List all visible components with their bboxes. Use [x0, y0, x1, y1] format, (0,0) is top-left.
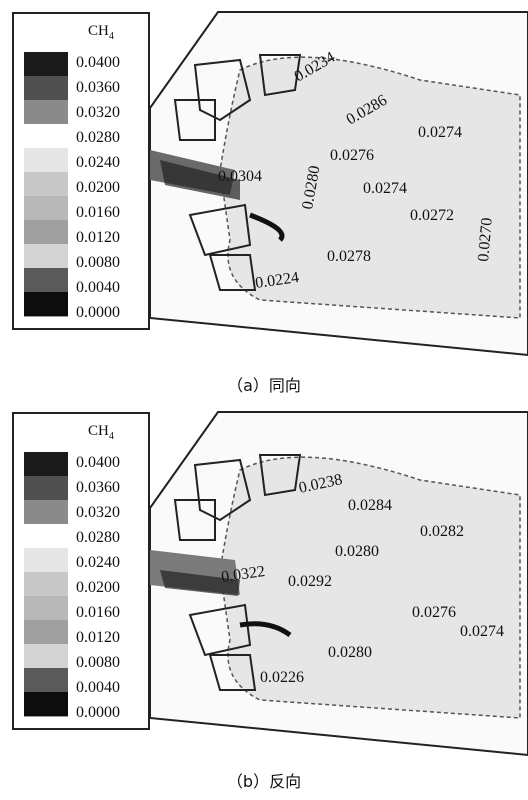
nozzle-top: [258, 454, 302, 497]
nozzle-mid: [173, 99, 216, 141]
legend-tick: 0.0120: [76, 629, 120, 646]
legend-swatch: [24, 572, 68, 597]
legend-tick: 0.0080: [76, 254, 120, 271]
legend-tick: 0.0040: [76, 279, 120, 296]
legend-tick: 0.0160: [76, 204, 120, 221]
legend-swatch: [24, 100, 68, 125]
contour-label: 0.0322: [220, 563, 266, 586]
contour-label: 0.0276: [412, 604, 456, 621]
legend-tick: 0.0280: [76, 529, 120, 546]
legend-tick: 0.0000: [76, 704, 120, 721]
legend-swatch: [24, 500, 68, 525]
legend-tick: 0.0320: [76, 104, 120, 121]
legend-tick: 0.0400: [76, 54, 120, 71]
legend-tick: 0.0280: [76, 129, 120, 146]
contour-field-a: 0.0234 0.0286 0.0274 0.0280 0.0276 0.030…: [149, 11, 528, 357]
contour-label: 0.0270: [475, 217, 496, 262]
legend-swatch: [24, 148, 68, 173]
contour-label: 0.0224: [254, 269, 300, 292]
contour-field-b: 0.0238 0.0284 0.0282 0.0280 0.0322 0.029…: [149, 411, 528, 757]
legend-tick: 0.0000: [76, 304, 120, 321]
legend-swatch: [24, 620, 68, 645]
legend-swatch: [24, 244, 68, 269]
legend-swatch: [24, 644, 68, 669]
legend-swatch: [24, 76, 68, 101]
legend-swatch: [24, 548, 68, 573]
legend-swatch: [24, 220, 68, 245]
legend-tick: 0.0160: [76, 604, 120, 621]
contour-label: 0.0276: [330, 147, 374, 164]
legend-tick: 0.0200: [76, 579, 120, 596]
contour-label: 0.0292: [288, 573, 332, 590]
legend-swatch: [24, 172, 68, 197]
legend: CH4 0.0400 0.0360 0.0320 0.0280 0.0240 0…: [12, 412, 150, 730]
legend-swatch: [24, 268, 68, 293]
legend-swatch: [24, 196, 68, 221]
contour-label: 0.0278: [327, 248, 371, 265]
contour-label: 0.0272: [410, 207, 454, 224]
legend-tick: 0.0240: [76, 554, 120, 571]
legend-tick: 0.0320: [76, 504, 120, 521]
jet-core: [160, 160, 240, 200]
panel-caption: （b）反向: [226, 772, 302, 791]
shear-band: [249, 212, 285, 242]
jet-core: [160, 570, 240, 596]
legend-tick: 0.0240: [76, 154, 120, 171]
nozzle-bottom: [208, 254, 257, 291]
contour-label: 0.0274: [460, 623, 504, 640]
contour-label: 0.0282: [420, 523, 464, 540]
contour-label: 0.0226: [260, 669, 304, 686]
nozzle-upper: [193, 58, 252, 122]
contour-label: 0.0274: [418, 124, 462, 141]
nozzle-bottom: [208, 654, 257, 691]
shear-band: [239, 621, 292, 638]
nozzle-mid: [173, 499, 216, 541]
nozzle-top: [258, 54, 302, 97]
legend-swatch: [24, 524, 68, 549]
legend-tick: 0.0080: [76, 654, 120, 671]
panel-a: 0.0234 0.0286 0.0274 0.0280 0.0276 0.030…: [0, 0, 528, 395]
legend-swatch: [24, 452, 68, 477]
legend-swatch: [24, 292, 68, 317]
legend-swatch: [24, 692, 68, 717]
legend-tick: 0.0120: [76, 229, 120, 246]
legend-tick: 0.0360: [76, 479, 120, 496]
legend-swatch: [24, 668, 68, 693]
legend: CH4 0.0400 0.0360 0.0320 0.0280 0.0240 0…: [12, 12, 150, 330]
legend-tick: 0.0040: [76, 679, 120, 696]
nozzle-lower: [188, 203, 252, 257]
legend-swatch: [24, 596, 68, 621]
legend-tick: 0.0360: [76, 79, 120, 96]
legend-swatch: [24, 476, 68, 501]
panel-b: 0.0238 0.0284 0.0282 0.0280 0.0322 0.029…: [0, 400, 528, 791]
nozzle-upper: [193, 458, 252, 522]
legend-title: CH4: [88, 423, 114, 442]
contour-label: 0.0274: [363, 180, 407, 197]
legend-tick: 0.0200: [76, 179, 120, 196]
legend-swatch: [24, 124, 68, 149]
nozzle-lower: [188, 603, 252, 657]
contour-label: 0.0284: [348, 497, 392, 514]
legend-title: CH4: [88, 23, 114, 42]
contour-label: 0.0280: [328, 644, 372, 661]
contour-label: 0.0304: [218, 168, 262, 185]
panel-caption: （a）同向: [227, 376, 301, 395]
legend-swatch: [24, 52, 68, 77]
legend-tick: 0.0400: [76, 454, 120, 471]
contour-label: 0.0280: [335, 543, 379, 560]
